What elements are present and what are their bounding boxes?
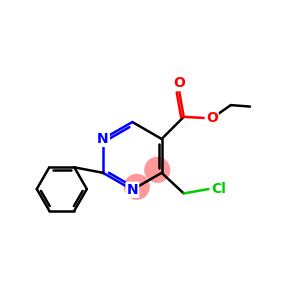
Text: O: O: [206, 111, 218, 125]
Text: N: N: [127, 183, 138, 197]
Text: O: O: [173, 76, 185, 90]
Circle shape: [124, 174, 149, 199]
Text: Cl: Cl: [211, 182, 226, 196]
Circle shape: [145, 158, 170, 182]
Text: N: N: [97, 132, 109, 146]
